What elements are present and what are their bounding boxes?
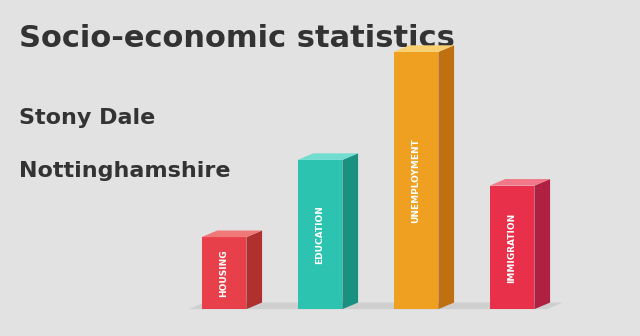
Polygon shape — [189, 302, 563, 309]
Polygon shape — [534, 179, 550, 309]
Text: IMMIGRATION: IMMIGRATION — [508, 212, 516, 283]
Polygon shape — [394, 45, 454, 52]
Polygon shape — [298, 160, 342, 309]
Text: Stony Dale: Stony Dale — [19, 108, 156, 128]
Polygon shape — [298, 153, 358, 160]
Polygon shape — [490, 302, 550, 309]
Text: Socio-economic statistics: Socio-economic statistics — [19, 24, 455, 52]
Polygon shape — [246, 230, 262, 309]
Polygon shape — [298, 302, 358, 309]
Polygon shape — [490, 186, 534, 309]
Polygon shape — [202, 230, 262, 237]
Text: EDUCATION: EDUCATION — [316, 205, 324, 264]
Polygon shape — [202, 302, 262, 309]
Text: HOUSING: HOUSING — [220, 249, 228, 297]
Polygon shape — [342, 153, 358, 309]
Text: UNEMPLOYMENT: UNEMPLOYMENT — [412, 138, 420, 223]
Polygon shape — [490, 179, 550, 186]
Text: Nottinghamshire: Nottinghamshire — [19, 161, 230, 181]
Polygon shape — [394, 52, 438, 309]
Polygon shape — [438, 45, 454, 309]
Polygon shape — [394, 302, 454, 309]
Polygon shape — [202, 237, 246, 309]
